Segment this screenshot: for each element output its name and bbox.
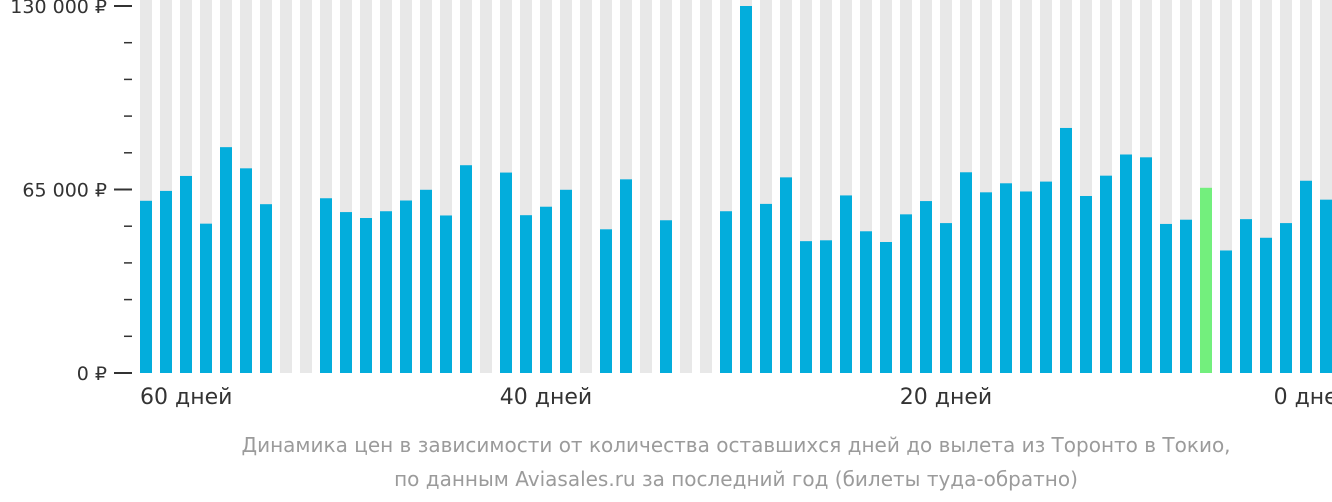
price-dynamics-chart: 130 000 ₽ 65 000 ₽ 0 ₽ 60 дней 40 дней 20 дн… <box>10 0 1332 410</box>
bar <box>880 242 892 373</box>
bar <box>760 203 772 373</box>
bar <box>440 215 452 373</box>
x-axis: 60 дней 40 дней 20 дней 0 дней <box>140 385 1332 410</box>
bar <box>660 220 672 373</box>
bar <box>780 177 792 373</box>
bar <box>460 165 472 373</box>
background-column <box>640 0 652 373</box>
bar <box>1180 219 1192 373</box>
bar <box>740 6 752 373</box>
x-tick-label: 0 дней <box>1274 385 1332 410</box>
bar <box>540 206 552 373</box>
bar <box>800 241 812 373</box>
bar <box>820 240 832 373</box>
chart-caption: Динамика цен в зависимости от количества… <box>0 428 1332 496</box>
bar <box>200 223 212 373</box>
y-axis: 130 000 ₽ 65 000 ₽ 0 ₽ <box>10 0 132 385</box>
bar <box>220 147 232 373</box>
background-column <box>280 0 292 373</box>
bars <box>140 6 1332 373</box>
bar <box>1280 223 1292 373</box>
x-tick-label: 20 дней <box>900 385 992 410</box>
background-column <box>700 0 712 373</box>
bar <box>980 192 992 373</box>
bar <box>1060 127 1072 373</box>
bar <box>720 211 732 373</box>
bar <box>1320 199 1332 373</box>
bar <box>1080 195 1092 373</box>
bar <box>360 218 372 373</box>
background-column <box>480 0 492 373</box>
bar <box>240 168 252 373</box>
bar <box>160 190 172 373</box>
bar <box>1020 191 1032 373</box>
y-tick-label: 0 ₽ <box>77 363 107 385</box>
bar <box>940 223 952 373</box>
bar <box>1140 157 1152 373</box>
bar <box>500 172 512 373</box>
bar <box>560 189 572 373</box>
bar <box>1260 237 1272 373</box>
y-tick-label: 65 000 ₽ <box>22 180 107 202</box>
bar <box>920 201 932 373</box>
bar <box>1100 175 1112 373</box>
bar <box>1120 154 1132 373</box>
bar <box>960 172 972 373</box>
bar <box>380 211 392 373</box>
bar <box>1240 219 1252 373</box>
x-tick-label: 40 дней <box>500 385 592 410</box>
bar <box>840 195 852 373</box>
bar <box>1040 181 1052 373</box>
bar <box>1000 183 1012 373</box>
x-tick-label: 60 дней <box>140 385 232 410</box>
bar <box>260 204 272 373</box>
y-tick-label: 130 000 ₽ <box>10 0 107 18</box>
bar <box>1300 180 1312 373</box>
caption-line-2: по данным Aviasales.ru за последний год … <box>394 467 1078 491</box>
bar <box>520 215 532 373</box>
background-columns <box>140 0 1332 373</box>
bar <box>420 189 432 373</box>
bar <box>140 200 152 373</box>
bar-highlight <box>1200 187 1212 373</box>
bar <box>1220 250 1232 373</box>
background-column <box>300 0 312 373</box>
bar <box>860 231 872 373</box>
background-column <box>680 0 692 373</box>
bar <box>400 200 412 373</box>
bar <box>900 214 912 373</box>
bar <box>1160 223 1172 373</box>
bar <box>320 198 332 373</box>
bar <box>620 179 632 373</box>
background-column <box>580 0 592 373</box>
bar <box>180 175 192 373</box>
bar <box>600 229 612 373</box>
bar <box>340 212 352 373</box>
caption-line-1: Динамика цен в зависимости от количества… <box>241 433 1231 457</box>
